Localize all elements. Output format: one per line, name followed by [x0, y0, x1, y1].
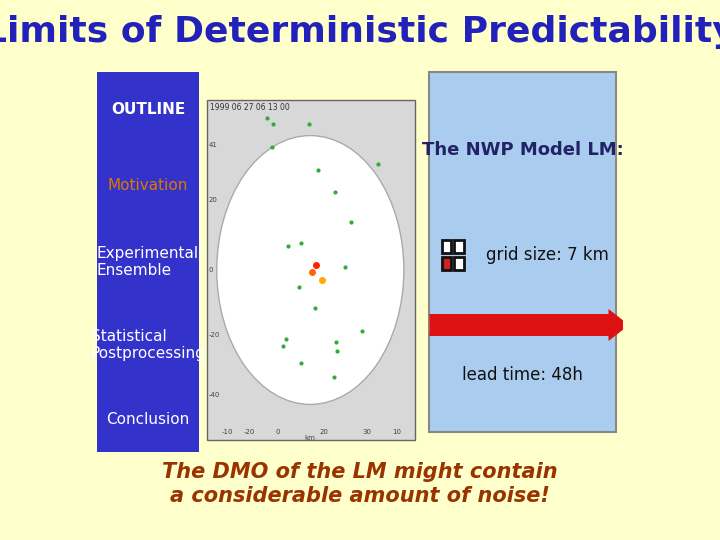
Text: lead time: 48h: lead time: 48h: [462, 366, 583, 384]
Bar: [207, 100, 415, 440]
Text: The NWP Model LM:: The NWP Model LM:: [422, 141, 624, 159]
Text: OUTLINE: OUTLINE: [111, 103, 185, 118]
Text: -20: -20: [209, 332, 220, 338]
Text: grid size: 7 km: grid size: 7 km: [486, 246, 608, 264]
Text: 0: 0: [209, 267, 213, 273]
Text: Statistical
Postprocessing: Statistical Postprocessing: [91, 329, 205, 361]
Text: -20: -20: [243, 429, 255, 435]
Bar: [429, 319, 594, 331]
Text: -40: -40: [209, 392, 220, 398]
FancyArrow shape: [429, 309, 629, 341]
Text: a considerable amount of noise!: a considerable amount of noise!: [170, 486, 550, 506]
Text: 10: 10: [392, 429, 401, 435]
Bar: [454, 257, 464, 270]
Bar: [454, 240, 464, 253]
Text: Limits of Deterministic Predictability: Limits of Deterministic Predictability: [0, 15, 720, 49]
Ellipse shape: [217, 136, 404, 404]
Text: 30: 30: [363, 429, 372, 435]
Text: Motivation: Motivation: [108, 178, 188, 192]
Bar: [442, 240, 451, 253]
Text: 41: 41: [209, 142, 217, 148]
Text: 20: 20: [319, 429, 328, 435]
Text: km: km: [305, 435, 316, 441]
Text: Conclusion: Conclusion: [107, 413, 189, 428]
Text: Experimental
Ensemble: Experimental Ensemble: [97, 246, 199, 278]
Bar: [97, 72, 199, 452]
Text: The DMO of the LM might contain: The DMO of the LM might contain: [162, 462, 558, 482]
Text: 20: 20: [209, 197, 217, 203]
Bar: [429, 72, 616, 432]
Bar: [442, 257, 451, 270]
Text: 0: 0: [276, 429, 280, 435]
Text: 1999 06 27 06 13 00: 1999 06 27 06 13 00: [210, 104, 290, 112]
Text: -10: -10: [221, 429, 233, 435]
